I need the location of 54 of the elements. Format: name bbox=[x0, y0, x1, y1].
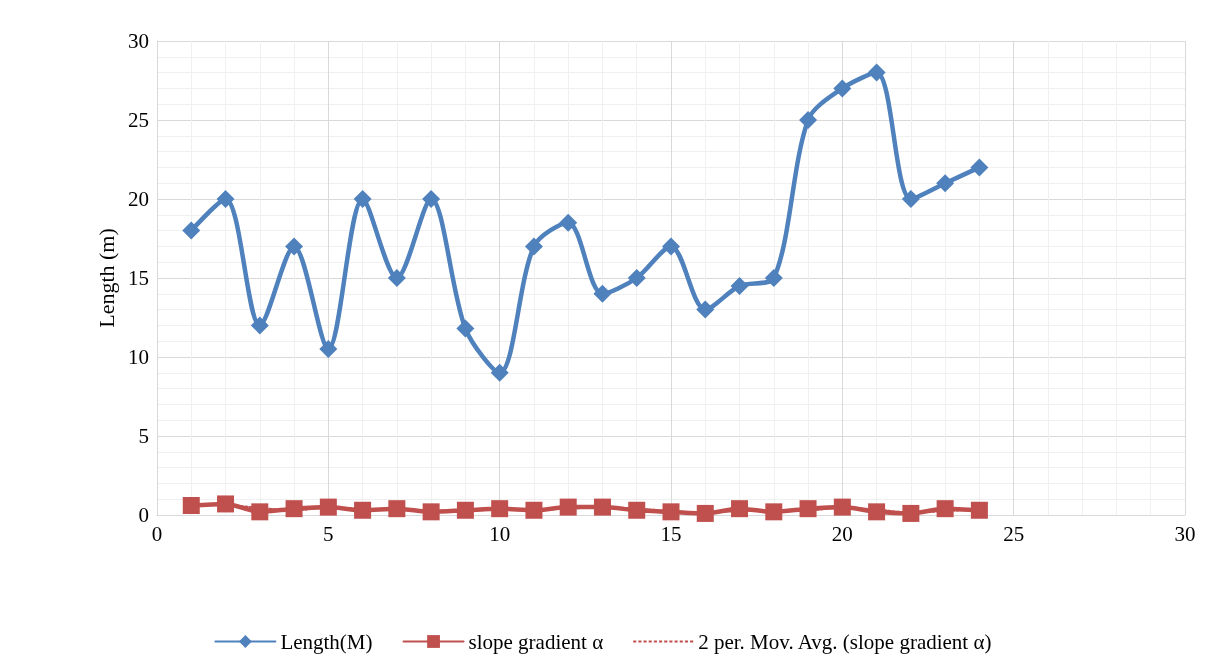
point bbox=[319, 340, 338, 359]
point bbox=[593, 284, 612, 303]
point bbox=[868, 503, 886, 521]
point bbox=[970, 501, 988, 519]
point bbox=[662, 237, 680, 256]
point bbox=[559, 213, 578, 232]
point bbox=[422, 190, 441, 208]
point bbox=[387, 269, 406, 287]
point bbox=[525, 501, 543, 519]
y-tick-label: 30 bbox=[128, 29, 149, 53]
point bbox=[627, 269, 646, 287]
y-tick-label: 25 bbox=[128, 108, 149, 132]
point bbox=[833, 79, 852, 98]
x-tick-label: 10 bbox=[489, 521, 511, 546]
point bbox=[696, 504, 714, 522]
point bbox=[901, 190, 920, 208]
x-tick-label: 25 bbox=[1003, 521, 1025, 546]
y-tick-label: 0 bbox=[138, 503, 149, 527]
point bbox=[730, 276, 749, 295]
x-tick-label: 30 bbox=[1174, 521, 1196, 546]
point bbox=[251, 503, 269, 521]
legend-label: 2 per. Mov. Avg. (slope gradient α) bbox=[698, 629, 992, 654]
point bbox=[902, 504, 920, 522]
x-tick-label: 20 bbox=[831, 521, 853, 546]
point bbox=[353, 190, 372, 208]
y-tick-label: 15 bbox=[128, 266, 149, 290]
point bbox=[491, 500, 509, 518]
point bbox=[764, 269, 783, 287]
point bbox=[524, 237, 543, 256]
y-tick-label: 10 bbox=[128, 345, 149, 369]
point bbox=[799, 111, 818, 129]
y-axis-title: Length (m) bbox=[93, 228, 119, 328]
point bbox=[250, 316, 269, 335]
point bbox=[456, 319, 475, 338]
point bbox=[285, 237, 304, 256]
point bbox=[216, 190, 235, 208]
point bbox=[696, 300, 715, 319]
legend-label: Length(M) bbox=[280, 629, 373, 654]
point bbox=[970, 158, 989, 177]
point bbox=[662, 503, 680, 521]
point bbox=[217, 495, 235, 513]
point bbox=[936, 174, 955, 193]
y-tick-label: 5 bbox=[138, 424, 149, 448]
legend-label: slope gradient α bbox=[468, 629, 604, 654]
point bbox=[490, 363, 509, 382]
point bbox=[388, 500, 406, 518]
x-tick-label: 15 bbox=[660, 521, 682, 546]
point bbox=[182, 497, 200, 515]
point bbox=[936, 500, 954, 518]
point bbox=[867, 63, 886, 82]
point bbox=[182, 221, 201, 240]
point bbox=[559, 498, 577, 516]
x-tick-label: 5 bbox=[323, 521, 334, 546]
y-tick-label: 20 bbox=[128, 187, 149, 211]
